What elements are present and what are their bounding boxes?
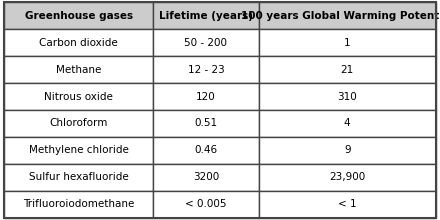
Bar xyxy=(4,2,153,29)
Text: 9: 9 xyxy=(344,145,351,155)
Text: Trifluoroiodomethane: Trifluoroiodomethane xyxy=(23,199,135,209)
Bar xyxy=(259,164,436,191)
Text: < 1: < 1 xyxy=(338,199,356,209)
Text: Methane: Methane xyxy=(56,65,102,75)
Bar xyxy=(259,110,436,137)
Text: Greenhouse gases: Greenhouse gases xyxy=(25,11,133,21)
Bar xyxy=(259,29,436,56)
Bar xyxy=(259,2,436,29)
Text: 3200: 3200 xyxy=(193,172,219,182)
Text: 100 years Global Warming Potential: 100 years Global Warming Potential xyxy=(241,11,440,21)
Bar xyxy=(153,164,259,191)
Text: Methylene chloride: Methylene chloride xyxy=(29,145,129,155)
Text: Sulfur hexafluoride: Sulfur hexafluoride xyxy=(29,172,128,182)
Bar xyxy=(259,137,436,164)
Bar xyxy=(259,83,436,110)
Bar xyxy=(153,56,259,83)
Text: 12 - 23: 12 - 23 xyxy=(187,65,224,75)
Text: Carbon dioxide: Carbon dioxide xyxy=(40,38,118,48)
Text: 0.51: 0.51 xyxy=(194,119,217,128)
Text: 23,900: 23,900 xyxy=(329,172,365,182)
Bar xyxy=(4,83,153,110)
Bar xyxy=(4,137,153,164)
Bar xyxy=(259,191,436,218)
Bar xyxy=(4,191,153,218)
Bar xyxy=(4,29,153,56)
Text: 50 - 200: 50 - 200 xyxy=(184,38,227,48)
Bar xyxy=(259,56,436,83)
Bar xyxy=(153,83,259,110)
Text: 0.46: 0.46 xyxy=(194,145,217,155)
Text: 120: 120 xyxy=(196,92,216,101)
Bar xyxy=(153,191,259,218)
Text: 4: 4 xyxy=(344,119,351,128)
Bar xyxy=(153,110,259,137)
Bar xyxy=(4,56,153,83)
Bar xyxy=(153,2,259,29)
Text: 1: 1 xyxy=(344,38,351,48)
Text: Chloroform: Chloroform xyxy=(50,119,108,128)
Bar xyxy=(4,110,153,137)
Bar xyxy=(4,164,153,191)
Bar xyxy=(153,29,259,56)
Text: 310: 310 xyxy=(337,92,357,101)
Text: 21: 21 xyxy=(341,65,354,75)
Bar xyxy=(153,137,259,164)
Text: < 0.005: < 0.005 xyxy=(185,199,227,209)
Text: Lifetime (years): Lifetime (years) xyxy=(159,11,253,21)
Text: Nitrous oxide: Nitrous oxide xyxy=(44,92,113,101)
